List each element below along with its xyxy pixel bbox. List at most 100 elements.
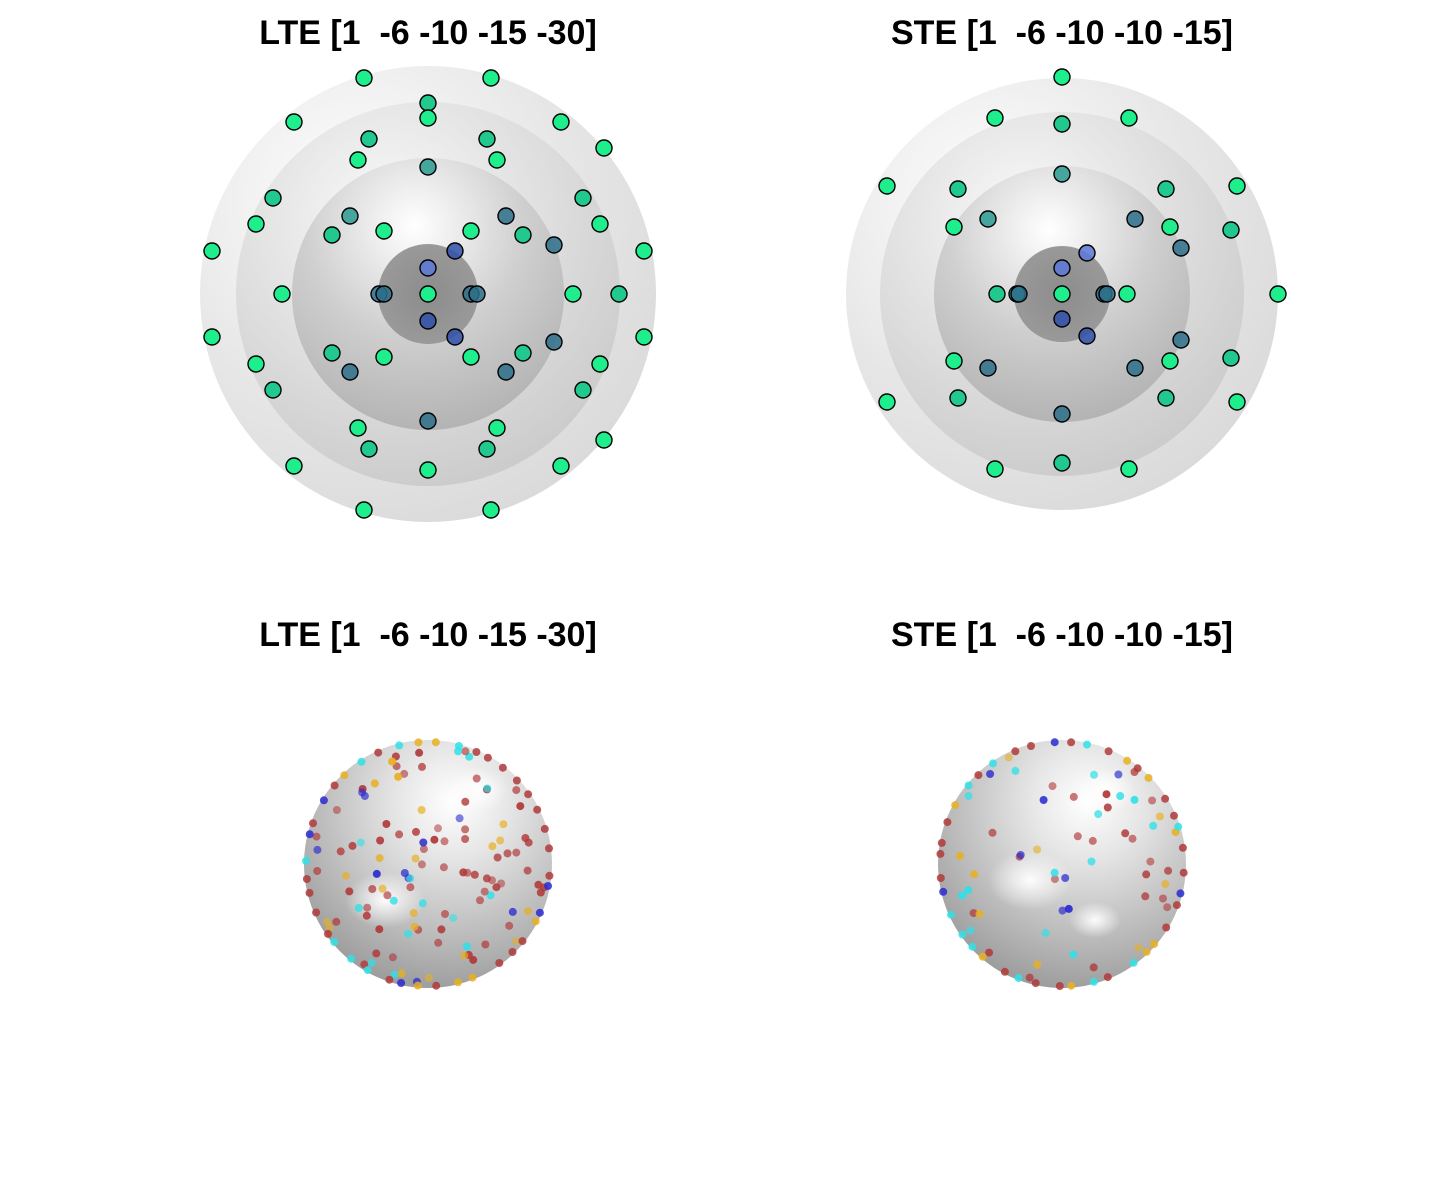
ste-sphere-bead xyxy=(1050,875,1059,884)
lte-point xyxy=(341,363,359,381)
lte-sphere-bead xyxy=(400,869,409,877)
lte-sphere-bead xyxy=(397,979,406,987)
ste-sphere-bead xyxy=(1064,904,1073,913)
ste-point xyxy=(949,180,967,198)
lte-sphere-bead xyxy=(400,769,409,778)
lte-sphere-bead xyxy=(302,856,310,865)
lte-point xyxy=(610,285,628,303)
lte-sphere-bead xyxy=(406,883,415,892)
lte-point xyxy=(488,151,506,169)
ste-sphere-bead xyxy=(964,781,973,790)
lte-point xyxy=(375,222,393,240)
ste-point xyxy=(1126,359,1144,377)
ste-sphere-bead xyxy=(1041,928,1050,937)
lte-sphere-bead xyxy=(497,879,506,888)
ste-point xyxy=(1157,389,1175,407)
lte-point xyxy=(355,501,373,519)
ste-sphere xyxy=(938,740,1186,988)
ste-point xyxy=(986,460,1004,478)
ste-sphere-bead xyxy=(1067,738,1076,747)
lte-point xyxy=(419,259,437,277)
lte-point xyxy=(446,328,464,346)
lte-point xyxy=(446,242,464,260)
lte-sphere-bead xyxy=(524,790,533,799)
lte-sphere-bead xyxy=(449,913,458,922)
ste-point xyxy=(1118,285,1136,303)
lte-sphere-bead xyxy=(390,970,399,979)
lte-point xyxy=(203,242,221,260)
lte-point xyxy=(545,333,563,351)
lte-sphere-bead xyxy=(385,975,394,984)
lte-sphere-bead xyxy=(394,772,403,781)
lte-sphere-bead xyxy=(397,969,406,978)
ste-sphere-bead xyxy=(1164,866,1173,875)
lte-sphere-bead xyxy=(348,841,357,850)
ste-sphere-bead xyxy=(1031,979,1040,988)
lte-sphere-bead xyxy=(418,899,427,908)
lte-sphere-bead xyxy=(372,869,381,878)
lte-sphere-bead xyxy=(540,824,549,833)
lte-point xyxy=(419,412,437,430)
ste-sphere-bead xyxy=(1069,792,1078,801)
lte-sphere-bead xyxy=(545,871,554,880)
lte-sphere-bead xyxy=(454,978,462,987)
lte-sphere-bead xyxy=(404,929,413,938)
ste-sphere-bead xyxy=(1083,740,1091,749)
lte-sphere-bead xyxy=(382,820,391,828)
lte-sphere-bead xyxy=(419,838,428,847)
lte-sphere-bead xyxy=(312,832,321,841)
lte-point xyxy=(478,440,496,458)
ste-sphere-bead xyxy=(1123,756,1132,765)
ste-sphere-bead xyxy=(1148,796,1157,805)
lte-point xyxy=(360,130,378,148)
ste-sphere-bead xyxy=(1179,868,1188,877)
lte-point xyxy=(419,312,437,330)
ste-sphere-bead xyxy=(1162,923,1171,932)
ste-sphere-bead xyxy=(1069,950,1078,959)
lte-point xyxy=(349,419,367,437)
ste-point xyxy=(1269,285,1287,303)
ste-sphere-bead xyxy=(951,801,960,810)
lte-sphere-bead xyxy=(437,925,446,934)
lte-point xyxy=(285,113,303,131)
lte-sphere-bead xyxy=(325,923,334,932)
lte-sphere-bead xyxy=(376,836,385,845)
lte-sphere-bead xyxy=(370,779,379,788)
ste-sphere-bead xyxy=(939,887,948,896)
lte-sphere-bead xyxy=(462,942,471,951)
lte-point xyxy=(595,139,613,157)
lte-point xyxy=(591,355,609,373)
ste-sphere-bead xyxy=(1039,796,1048,804)
ste-sphere-bead xyxy=(1121,829,1130,838)
ste-point xyxy=(1053,165,1071,183)
lte-sphere-bead xyxy=(545,844,553,853)
ste-point xyxy=(1120,109,1138,127)
lte-point xyxy=(247,215,265,233)
lte-sphere-bead xyxy=(512,937,520,946)
ste-sphere-bead xyxy=(947,910,955,919)
lte-sphere-bead xyxy=(518,937,527,946)
lte-sphere-bead xyxy=(480,887,489,896)
lte-point xyxy=(419,461,437,479)
ste-sphere-bead xyxy=(986,770,995,778)
lte-sphere-bead xyxy=(496,836,505,845)
lte-point xyxy=(375,285,393,303)
lte-point xyxy=(462,348,480,366)
lte-sphere-bead xyxy=(340,771,349,780)
ste-sphere-bead xyxy=(1090,770,1098,779)
ste-sphere-bead xyxy=(1055,982,1064,990)
lte-sphere-bead xyxy=(461,747,470,756)
lte-sphere-bead xyxy=(372,949,381,958)
ste-point xyxy=(1222,221,1240,239)
lte-sphere-bead xyxy=(410,922,419,931)
lte-sphere-bead xyxy=(470,870,479,879)
panel-title-top-right: STE [1 -6 -10 -10 -15] xyxy=(890,14,1234,52)
lte-sphere-bead xyxy=(367,958,376,967)
lte-sphere-bead xyxy=(431,738,440,747)
lte-sphere-bead xyxy=(357,757,366,766)
lte-point xyxy=(574,381,592,399)
ste-sphere-bead xyxy=(955,851,964,860)
ste-sphere-bead xyxy=(1033,960,1042,969)
lte-sphere-bead xyxy=(512,848,521,857)
lte-point xyxy=(462,222,480,240)
